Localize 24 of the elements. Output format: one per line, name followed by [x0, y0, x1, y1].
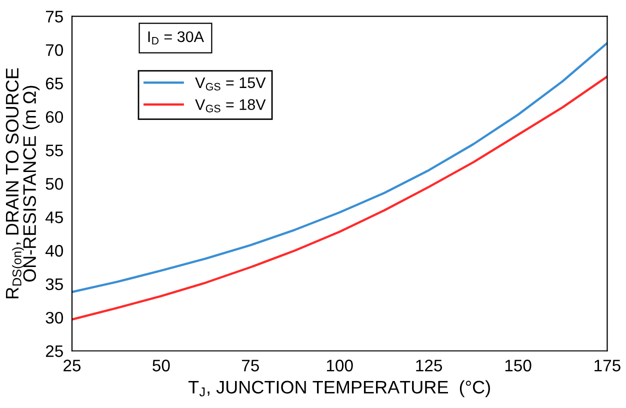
annotation: I$_{D}$ = 30A: [148, 31, 204, 44]
x-tick-label: 175: [594, 360, 620, 372]
line-series: [72, 75, 608, 321]
y-tick-label: 60: [46, 111, 64, 123]
x-tick-label: 100: [326, 360, 353, 372]
y-tick-label: 25: [46, 345, 63, 358]
y-tick-label: 75: [46, 10, 63, 23]
y-tick-label: 50: [46, 178, 64, 190]
x-tick-label: 25: [64, 360, 81, 372]
x-tick-label: 125: [416, 360, 442, 372]
y-tick-label: 35: [46, 278, 63, 290]
x-tick-label: 75: [242, 360, 259, 372]
legend-label: V$_{GS}$ = 18V: [195, 99, 266, 112]
y-tick-label: 65: [46, 78, 63, 90]
y-axis-title: R$_{DS(on)}$, DRAIN TO SOURCE ON-RESISTANCE (m Ω): [6, 68, 40, 298]
legend-label: V$_{GS}$ = 15V: [195, 77, 266, 90]
y-tick-label: 45: [46, 212, 63, 224]
x-tick-label: 150: [505, 360, 532, 372]
x-axis-title: T$_{J}$, JUNCTION TEMPERATURE (°C): [188, 380, 490, 398]
y-tick-label: 30: [46, 312, 64, 324]
y-tick-label: 55: [46, 144, 63, 156]
x-tick-label: 50: [152, 360, 170, 372]
y-tick-label: 40: [46, 244, 64, 257]
y-tick-label: 70: [46, 44, 64, 56]
